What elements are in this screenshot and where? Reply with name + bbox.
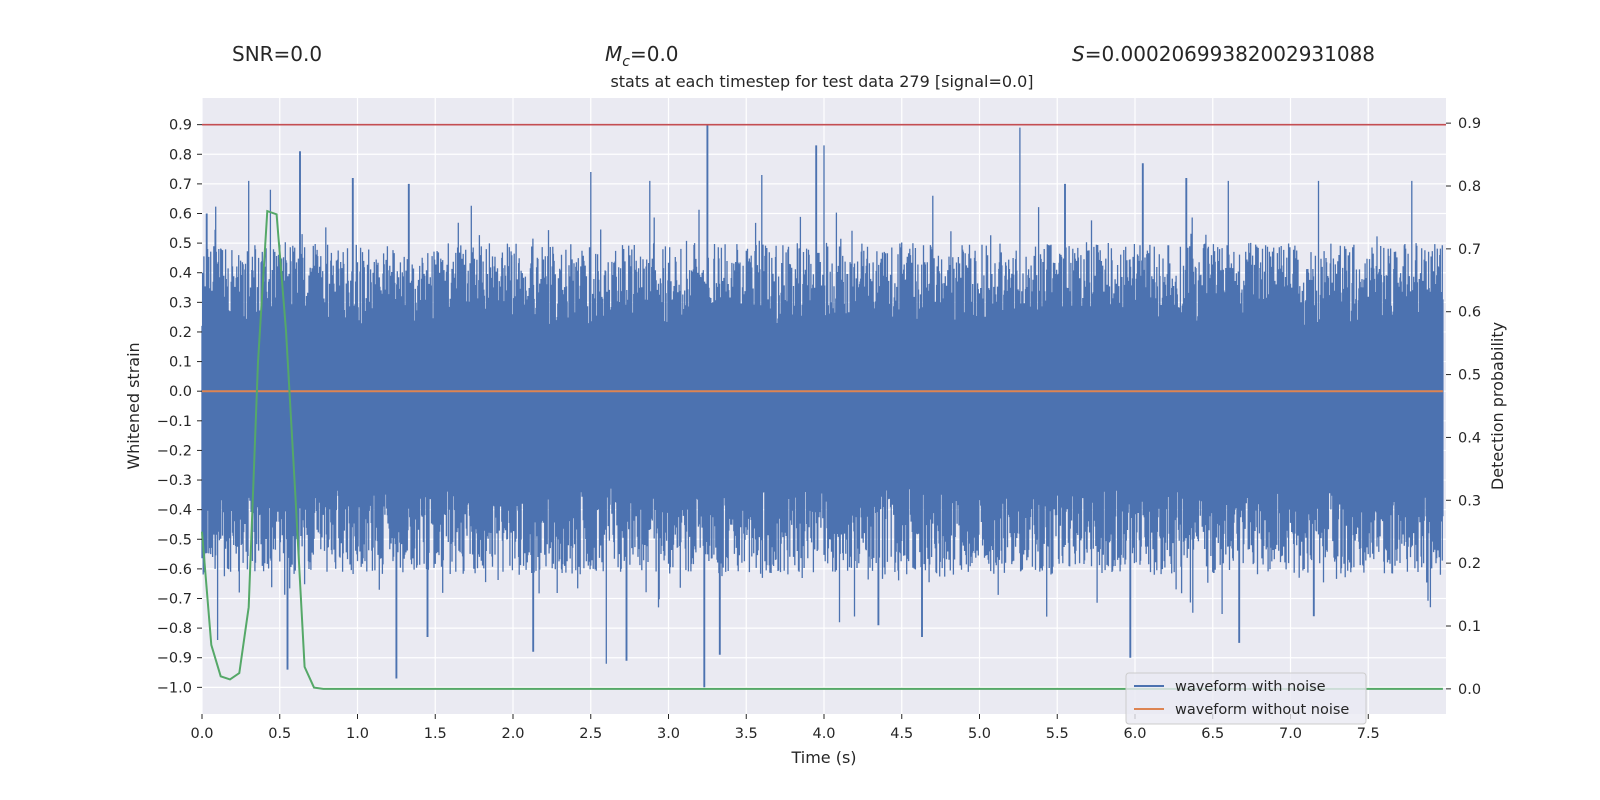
x-tick-label: 7.0	[1279, 726, 1302, 742]
y-tick-label: 0.0	[169, 384, 192, 400]
y-right-tick-label: 0.7	[1458, 242, 1481, 258]
y-tick-label: −0.2	[157, 443, 192, 459]
tick-layer: 0.0 0.5 1.0 1.5 2.0 2.5 3.0 3.5 4.0 4.5 5.0 5.5 6.0 6…	[157, 116, 1481, 742]
y-right-tick-label: 0.4	[1458, 430, 1481, 446]
s-value: =0.00020699382002931088	[1085, 42, 1375, 66]
x-tick-label: 7.5	[1357, 726, 1380, 742]
legend-label-clean: waveform without noise	[1175, 702, 1349, 718]
s-stat-label: S=0.00020699382002931088	[1072, 42, 1375, 66]
x-tick-label: 0.5	[268, 726, 291, 742]
mc-symbol: M	[605, 42, 622, 66]
y-tick-label: 0.2	[169, 325, 192, 341]
y-right-tick-label: 0.1	[1458, 619, 1481, 635]
y-tick-label: −0.9	[157, 651, 192, 667]
mc-subscript: c	[622, 54, 630, 70]
y-tick-label: −0.7	[157, 592, 192, 608]
snr-label: SNR=0.0	[232, 42, 322, 66]
y-tick-label: −0.6	[157, 562, 192, 578]
y-tick-label: 0.3	[169, 295, 192, 311]
y-right-tick-label: 0.0	[1458, 682, 1481, 698]
detection-probability-line	[201, 209, 1443, 690]
y-tick-label: 0.9	[169, 118, 192, 134]
legend: waveform with noise waveform without noi…	[1125, 672, 1367, 725]
y-right-tick-label: 0.5	[1458, 368, 1481, 384]
x-tick-label: 4.5	[890, 726, 913, 742]
y-tick-label: −1.0	[157, 680, 192, 696]
y-tick-label: 0.5	[169, 236, 192, 252]
y-tick-label: 0.7	[169, 177, 192, 193]
series-layer	[201, 123, 1446, 690]
x-tick-label: 5.5	[1046, 726, 1069, 742]
x-tick-label: 1.5	[424, 726, 447, 742]
y-right-tick-label: 0.6	[1458, 305, 1481, 321]
y-tick-label: −0.4	[157, 503, 192, 519]
y-right-tick-label: 0.8	[1458, 179, 1481, 195]
y-tick-label: −0.8	[157, 621, 192, 637]
x-tick-label: 6.5	[1201, 726, 1224, 742]
x-tick-label: 0.0	[190, 726, 213, 742]
x-axis-label: Time (s)	[790, 748, 856, 767]
x-tick-label: 2.5	[579, 726, 602, 742]
chirp-mass-label: Mc=0.0	[605, 42, 679, 70]
x-tick-label: 3.0	[657, 726, 680, 742]
x-tick-label: 5.0	[968, 726, 991, 742]
x-tick-label: 3.5	[735, 726, 758, 742]
waveform-noise-line	[201, 124, 1444, 688]
legend-frame	[1125, 672, 1367, 725]
y-tick-label: 0.8	[169, 147, 192, 163]
y-tick-label: −0.1	[157, 414, 192, 430]
y-right-tick-label: 0.3	[1458, 493, 1481, 509]
x-tick-label: 4.0	[812, 726, 835, 742]
mc-value: =0.0	[630, 42, 679, 66]
y-axis-label: Whitened strain	[124, 342, 143, 469]
y-tick-label: −0.3	[157, 473, 192, 489]
y-tick-label: 0.4	[169, 266, 192, 282]
y-tick-label: 0.1	[169, 355, 192, 371]
y-right-tick-label: 0.2	[1458, 556, 1481, 572]
legend-label-noise: waveform with noise	[1175, 679, 1326, 695]
x-tick-label: 6.0	[1123, 726, 1146, 742]
y-axis-label-right: Detection probability	[1488, 322, 1507, 490]
chart-title: stats at each timestep for test data 279…	[610, 72, 1033, 91]
y-tick-label: −0.5	[157, 532, 192, 548]
x-tick-label: 2.0	[501, 726, 524, 742]
s-symbol: S	[1072, 42, 1085, 66]
y-tick-label: 0.6	[169, 207, 192, 223]
y-right-tick-label: 0.9	[1458, 116, 1481, 132]
x-tick-label: 1.0	[346, 726, 369, 742]
